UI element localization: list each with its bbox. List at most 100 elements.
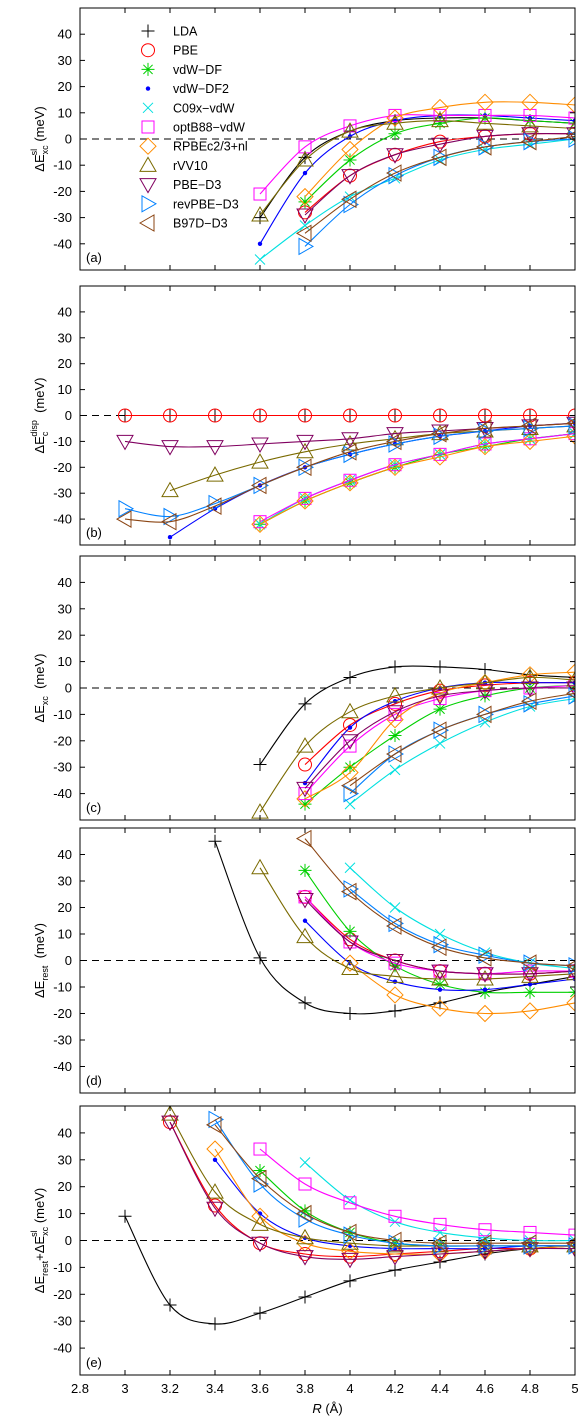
- data-point: [341, 169, 359, 185]
- data-point: [523, 132, 540, 151]
- data-point: [298, 408, 312, 423]
- y-tick-label: 30: [58, 330, 72, 345]
- data-point: [523, 954, 540, 973]
- data-point: [343, 1274, 357, 1288]
- data-point: [298, 458, 315, 477]
- data-point: [208, 494, 225, 513]
- data-point: [431, 999, 449, 1017]
- y-axis-label: ΔErest (meV): [32, 923, 50, 998]
- data-point: [392, 979, 398, 984]
- data-point: [476, 437, 494, 456]
- data-point: [298, 863, 312, 877]
- data-point: [431, 111, 449, 128]
- y-tick-label: -40: [53, 1341, 72, 1356]
- y-tick-label: 40: [58, 1125, 72, 1140]
- legend-label: optB88−vdW: [173, 121, 245, 135]
- data-point: [386, 686, 404, 703]
- y-tick-label: 30: [58, 874, 72, 889]
- data-point: [340, 190, 357, 209]
- data-point: [482, 987, 488, 992]
- data-point: [253, 187, 267, 201]
- legend-item: PBE: [141, 43, 198, 58]
- data-point: [521, 668, 539, 684]
- y-tick-label: -20: [53, 1287, 72, 1302]
- data-point: [478, 985, 492, 999]
- panel-b: -40 -30 -20 -10 0 10 20 30 40 (b) ΔEcdisp (meV): [29, 285, 576, 546]
- data-point: [296, 434, 314, 451]
- panel-d: -40 -30 -20 -10 0 10 20 30 40 (d) ΔErest (meV): [32, 827, 576, 1094]
- plot-area: [251, 93, 575, 265]
- data-point: [298, 195, 312, 209]
- data-point: [343, 670, 357, 684]
- data-point: [208, 834, 222, 848]
- data-point: [161, 1106, 179, 1121]
- data-point: [568, 111, 575, 125]
- data-point: [433, 660, 447, 674]
- y-tick-label: -10: [53, 434, 72, 449]
- data-point: [385, 745, 402, 763]
- data-point: [386, 1236, 404, 1253]
- data-point: [433, 108, 447, 122]
- y-tick-label: 20: [58, 1179, 72, 1194]
- y-tick-label: -10: [53, 1260, 72, 1275]
- series-line: [259, 138, 575, 260]
- legend-label: C09x−vdW: [173, 101, 235, 115]
- series-line: [169, 425, 575, 492]
- data-point: [340, 882, 357, 901]
- x-tick-label: 4.2: [386, 1381, 404, 1396]
- legend-item: vdW−DF: [141, 62, 222, 77]
- data-point: [206, 440, 224, 456]
- y-tick-label: 20: [58, 628, 72, 643]
- data-point: [520, 1234, 537, 1253]
- series-line: [304, 899, 575, 975]
- data-point: [386, 114, 404, 130]
- data-point: [523, 108, 537, 122]
- data-point: [568, 1237, 575, 1255]
- panel-label: (b): [86, 525, 102, 540]
- data-point: [163, 408, 177, 423]
- data-point: [118, 408, 132, 423]
- data-point: [388, 1234, 405, 1253]
- data-point: [386, 109, 404, 127]
- legend-marker: [141, 194, 158, 213]
- data-point: [437, 987, 443, 992]
- data-point: [386, 705, 404, 721]
- data-point: [343, 717, 357, 732]
- data-point: [206, 1140, 224, 1158]
- data-point: [476, 673, 494, 690]
- data-point: [521, 1236, 539, 1253]
- legend-marker: [145, 86, 151, 91]
- data-point: [434, 1227, 446, 1238]
- data-point: [302, 780, 308, 786]
- data-point: [341, 432, 359, 448]
- y-tick-label: -10: [53, 158, 72, 173]
- legend-item: C09x−vdW: [142, 101, 235, 115]
- series-line: [304, 687, 575, 789]
- y-tick-label: 10: [58, 382, 72, 397]
- data-point: [344, 862, 356, 874]
- data-point: [566, 416, 575, 433]
- data-point: [298, 237, 315, 256]
- data-point: [161, 440, 179, 456]
- data-point: [341, 763, 359, 782]
- data-point: [298, 697, 312, 711]
- data-point: [296, 492, 314, 510]
- data-point: [208, 1317, 222, 1331]
- data-point: [205, 1115, 222, 1134]
- data-point: [296, 781, 314, 798]
- panel-label: (e): [86, 1355, 102, 1370]
- series-line: [349, 888, 575, 967]
- data-point: [386, 967, 404, 983]
- data-point: [386, 1250, 404, 1266]
- data-point: [430, 938, 447, 957]
- y-tick-label: -20: [53, 1006, 72, 1021]
- y-tick-label: -10: [53, 980, 72, 995]
- y-tick-label: 0: [65, 132, 72, 147]
- data-point: [478, 946, 495, 965]
- panel-e: -40 -30 -20 -10 0 10 20 30 40 (e) ΔErest+ΔExcsl (m…: [29, 1105, 576, 1376]
- panel-a: -40 -30 -20 -10 0 10 20 30 40 (a) ΔExcsl (meV): [29, 7, 576, 271]
- y-tick-label: -30: [53, 210, 72, 225]
- data-point: [251, 205, 269, 222]
- data-point: [296, 150, 314, 167]
